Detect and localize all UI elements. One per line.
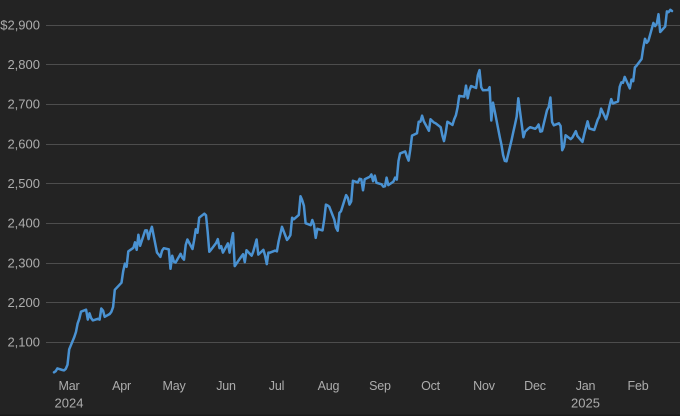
svg-text:2,100: 2,100 <box>7 335 40 350</box>
svg-text:Apr: Apr <box>112 379 131 393</box>
svg-text:Sep: Sep <box>369 379 391 393</box>
svg-text:May: May <box>162 379 186 393</box>
svg-text:2025: 2025 <box>571 396 600 411</box>
svg-text:2,200: 2,200 <box>7 295 40 310</box>
svg-text:Dec: Dec <box>524 379 546 393</box>
svg-text:Jan: Jan <box>576 379 596 393</box>
svg-text:Jun: Jun <box>216 379 236 393</box>
svg-text:2,300: 2,300 <box>7 255 40 270</box>
svg-text:2,700: 2,700 <box>7 97 40 112</box>
svg-text:$2,900: $2,900 <box>0 17 40 32</box>
svg-text:2024: 2024 <box>55 396 84 411</box>
svg-text:Nov: Nov <box>473 379 496 393</box>
svg-text:Aug: Aug <box>318 379 340 393</box>
svg-text:2,500: 2,500 <box>7 176 40 191</box>
svg-text:2,600: 2,600 <box>7 136 40 151</box>
svg-text:2,400: 2,400 <box>7 216 40 231</box>
svg-text:2,800: 2,800 <box>7 57 40 72</box>
svg-text:Oct: Oct <box>421 379 441 393</box>
svg-text:Feb: Feb <box>628 379 649 393</box>
svg-text:Jul: Jul <box>269 379 284 393</box>
svg-text:Mar: Mar <box>59 379 80 393</box>
